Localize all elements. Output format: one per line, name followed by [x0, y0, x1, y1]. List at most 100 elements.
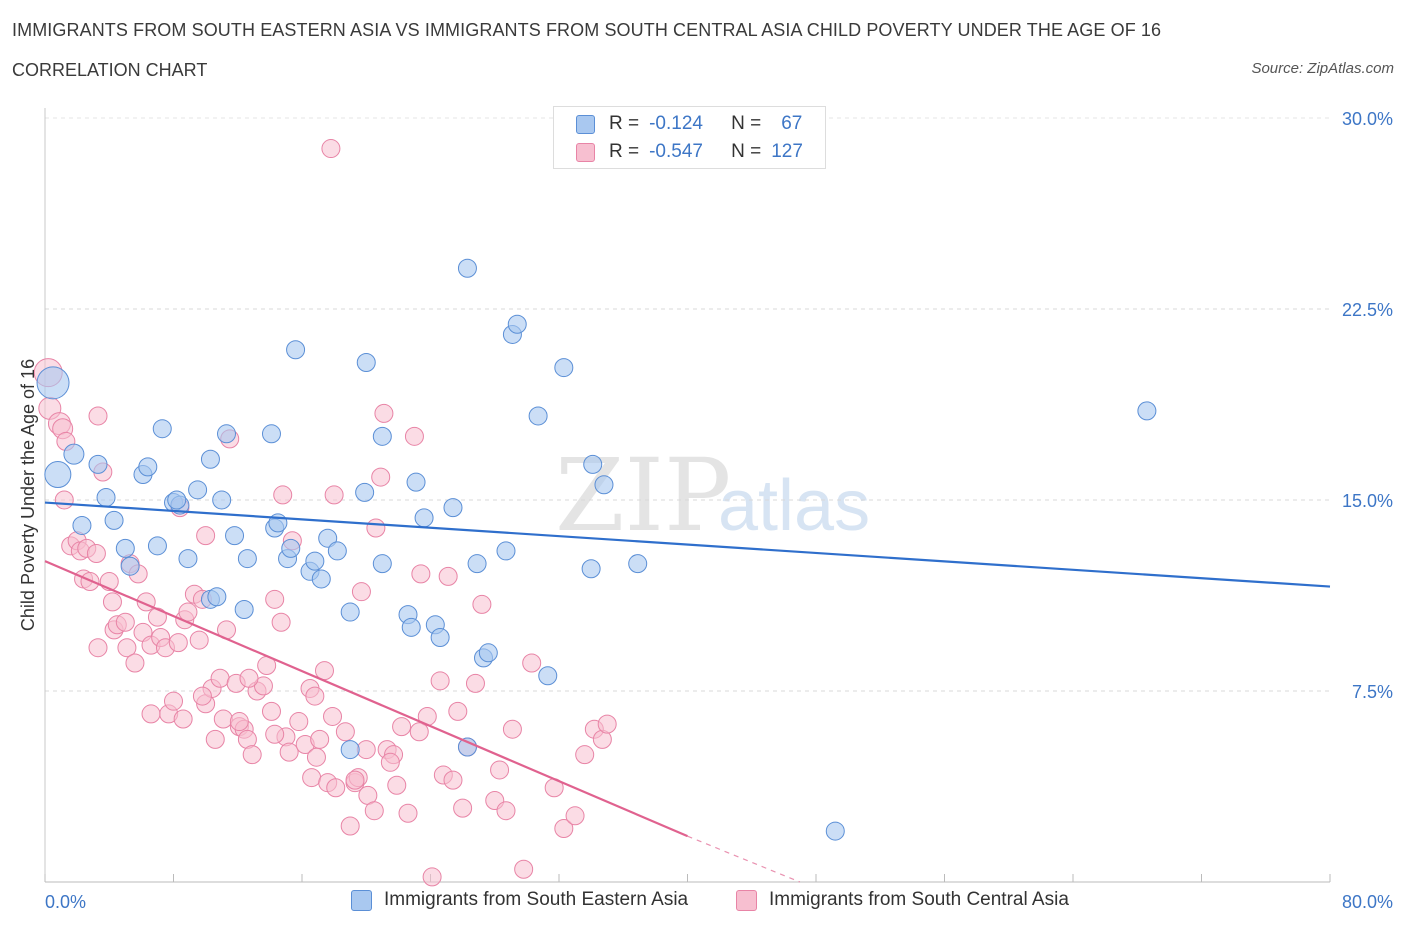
south-central-asia-point: [125, 653, 145, 673]
x-tick-labels: 0.0% 80.0%: [45, 892, 1393, 912]
south-central-asia-point: [422, 867, 442, 887]
legend-n-value: 67: [781, 113, 803, 134]
axes: [44, 108, 1331, 883]
south-central-asia-point: [565, 806, 585, 826]
bottom-legend-item-pink: Immigrants from South Central Asia: [736, 889, 1069, 911]
south-eastern-asia-point: [414, 508, 434, 528]
south-central-asia-point: [364, 801, 384, 821]
south-eastern-asia-point: [1137, 401, 1157, 421]
south-central-asia-point: [141, 704, 161, 724]
south-central-asia-point: [265, 589, 285, 609]
south-central-asia-point: [514, 859, 534, 879]
south-central-asia-point: [387, 775, 407, 795]
south-eastern-asia-point: [104, 510, 124, 530]
south-central-asia-point: [554, 819, 574, 839]
south-central-asia-point: [351, 582, 371, 602]
south-eastern-asia-point: [340, 740, 360, 760]
y-tick-labels: 7.5% 15.0% 22.5% 30.0%: [1342, 109, 1393, 702]
south-central-asia-point: [443, 770, 463, 790]
south-eastern-asia-point: [147, 536, 167, 556]
correlation-legend: R = -0.124 N = 67 R = -0.547 N = 127: [553, 106, 826, 169]
south-central-asia-point: [239, 668, 259, 688]
south-central-asia-point: [335, 722, 355, 742]
south-central-asia-point: [88, 638, 108, 658]
south-eastern-asia-point: [457, 737, 477, 757]
source-credit: Source: ZipAtlas.com: [1251, 60, 1394, 77]
south-central-asia-point: [575, 745, 595, 765]
x-tick-label: 80.0%: [1342, 892, 1393, 912]
south-central-asia-point: [321, 139, 341, 159]
y-axis-title: Child Poverty Under the Age of 16: [18, 359, 38, 631]
south-eastern-asia-point: [261, 424, 281, 444]
south-central-asia-point: [102, 592, 122, 612]
south-eastern-asia-point: [200, 449, 220, 469]
south-central-asia-points: [33, 139, 617, 887]
south-central-asia-point: [305, 686, 325, 706]
south-eastern-asia-point: [355, 482, 375, 502]
legend-r-label: R =: [609, 141, 640, 162]
south-central-asia-point: [404, 426, 424, 446]
south-eastern-asia-point: [281, 538, 301, 558]
south-central-asia-point: [374, 403, 394, 423]
legend-row-blue: R = -0.124 N = 67: [576, 112, 802, 136]
south-central-asia-point: [430, 671, 450, 691]
south-eastern-asia-point: [372, 426, 392, 446]
south-central-asia-point: [448, 701, 468, 721]
south-eastern-asia-point: [36, 366, 70, 400]
south-central-asia-point: [324, 485, 344, 505]
legend-swatch-blue: [576, 114, 595, 134]
south-central-asia-point: [213, 709, 233, 729]
south-eastern-asia-point: [44, 461, 72, 489]
south-eastern-asia-point: [825, 821, 845, 841]
south-central-asia-point: [196, 526, 216, 546]
bottom-legend-label-blue: Immigrants from South Eastern Asia: [384, 889, 689, 910]
south-eastern-asia-point: [217, 424, 237, 444]
legend-n-label: N =: [731, 141, 762, 162]
bottom-legend-label-pink: Immigrants from South Central Asia: [769, 889, 1069, 910]
south-eastern-asia-point: [207, 587, 227, 607]
south-eastern-asia-point: [581, 559, 601, 579]
south-eastern-asia-point: [356, 352, 376, 372]
legend-swatch-pink: [576, 142, 595, 162]
south-central-asia-point: [178, 602, 198, 622]
south-central-asia-point: [192, 686, 212, 706]
south-eastern-asia-point: [496, 541, 516, 561]
south-central-asia-point: [88, 406, 108, 426]
south-central-asia-point: [189, 630, 209, 650]
south-central-asia-point: [366, 518, 386, 538]
south-central-asia-point: [229, 712, 249, 732]
bottom-legend-swatch-pink: [736, 889, 757, 911]
south-central-asia-point: [326, 778, 346, 798]
south-central-asia-point: [392, 717, 412, 737]
south-eastern-asia-point: [457, 258, 477, 278]
south-central-asia-point: [438, 566, 458, 586]
legend-n-label: N =: [731, 113, 762, 134]
south-eastern-asia-point: [401, 617, 421, 637]
south-eastern-asia-point: [115, 538, 135, 558]
y-tick-label: 15.0%: [1342, 491, 1393, 511]
south-eastern-asia-point: [443, 498, 463, 518]
south-central-asia-point: [279, 742, 299, 762]
south-central-asia-point: [86, 543, 106, 563]
watermark: ZIP atlas: [555, 437, 870, 554]
south-central-asia-trend-extension: [687, 835, 801, 883]
south-eastern-asia-point: [467, 554, 487, 574]
south-central-asia-point: [302, 768, 322, 788]
south-eastern-asia-point: [72, 515, 92, 535]
south-central-asia-point: [409, 722, 429, 742]
x-tick-label: 0.0%: [45, 892, 86, 912]
south-central-asia-point: [210, 668, 230, 688]
south-eastern-asia-point: [237, 549, 257, 569]
south-central-asia-point: [597, 714, 617, 734]
watermark-zip: ZIP: [555, 437, 731, 554]
south-eastern-asia-point: [120, 556, 140, 576]
south-central-asia-point: [472, 594, 492, 614]
south-central-asia-point: [117, 638, 137, 658]
south-eastern-asia-points: [36, 258, 1157, 841]
south-central-asia-point: [242, 745, 262, 765]
bottom-legend-item-blue: Immigrants from South Eastern Asia: [351, 889, 688, 911]
south-central-asia-point: [465, 673, 485, 693]
south-eastern-asia-point: [538, 666, 558, 686]
south-central-asia-point: [173, 709, 193, 729]
south-eastern-asia-point: [178, 549, 198, 569]
